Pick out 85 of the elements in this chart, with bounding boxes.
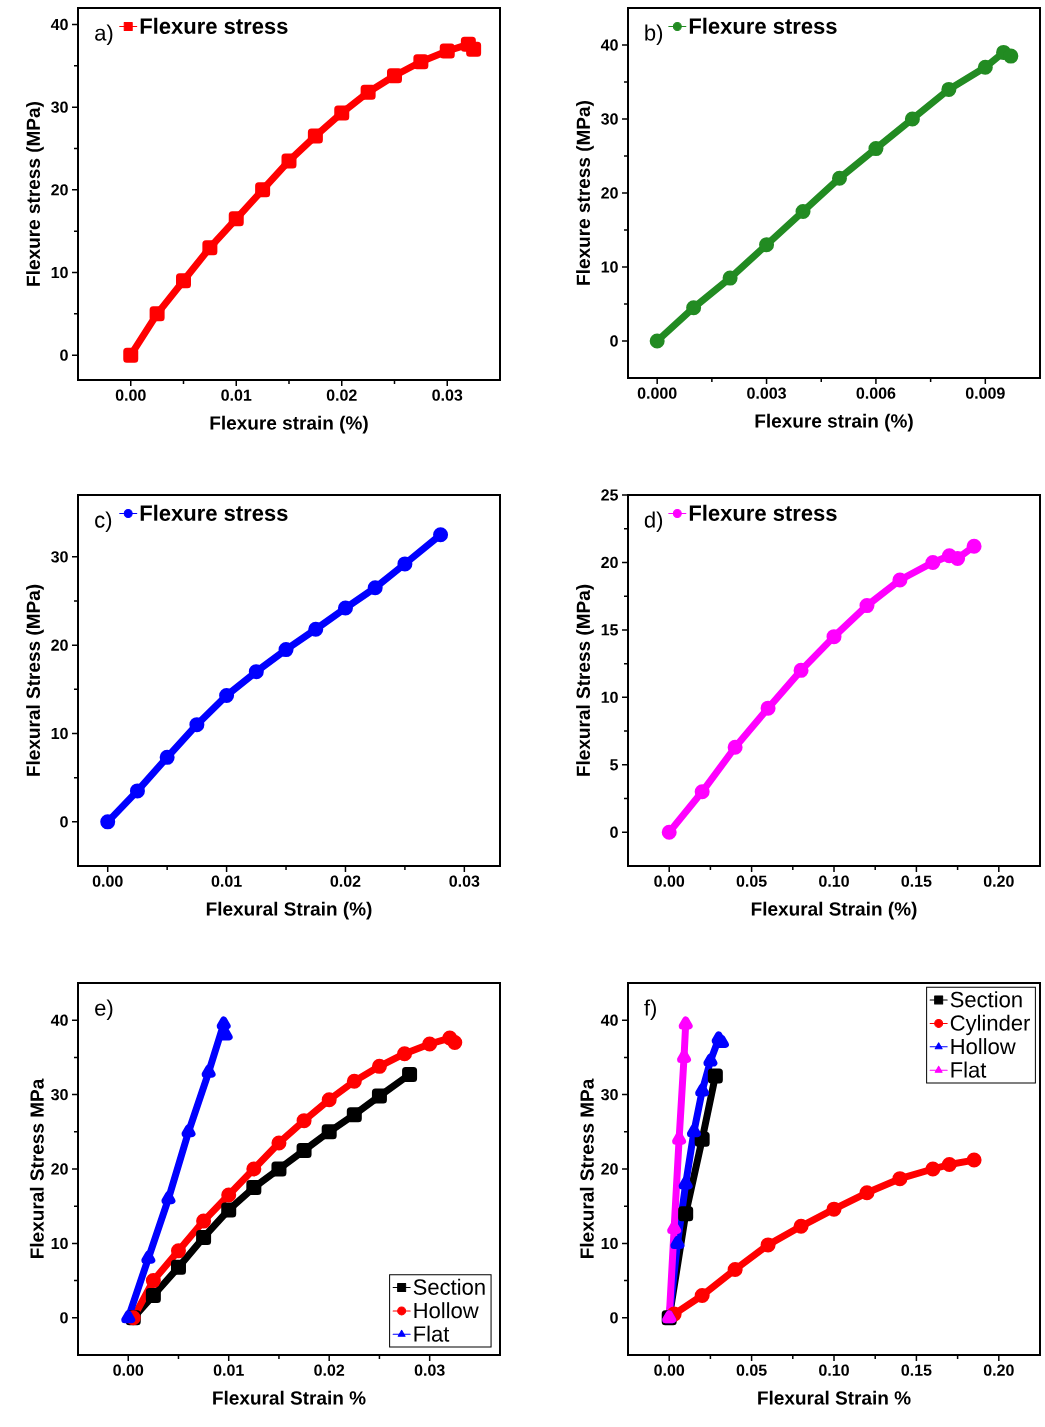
annotation: a) (95, 24, 113, 46)
y-tick-label: 10 (601, 691, 618, 704)
x-tick-label: 0.006 (856, 387, 896, 399)
y-tick-label: 20 (51, 639, 68, 651)
legend-label: Section (413, 1278, 485, 1295)
y-tick-label: 10 (601, 261, 618, 273)
x-tick-label: 0.01 (211, 875, 242, 887)
x-tick-label: 0.00 (654, 875, 685, 887)
y-axis-title: Flexure stress (MPa) (26, 102, 44, 286)
y-tick-label: 20 (51, 1163, 68, 1175)
legend-label: Section (950, 991, 1022, 1008)
x-tick-label: 0.009 (965, 387, 1005, 399)
annotation: f) (644, 999, 656, 1021)
legend-label: Hollow (951, 1038, 1016, 1055)
y-tick-label: 0 (60, 349, 68, 361)
x-tick-label: 0.003 (747, 387, 786, 399)
x-tick-label: 0.10 (819, 875, 849, 887)
annotation: e) (95, 999, 113, 1021)
y-tick-label: 15 (601, 624, 619, 636)
y-tick-label: 0 (610, 335, 618, 347)
x-tick-label: 0.02 (330, 875, 361, 887)
legend-label: Hollow (414, 1302, 479, 1319)
x-tick-label: 0.00 (654, 1364, 685, 1376)
y-axis-title: Flexural Stress MPa (29, 1078, 44, 1259)
annotation: d) (644, 511, 663, 532)
y-tick-label: 10 (51, 266, 68, 279)
legend-label: Flexure stress (140, 17, 288, 34)
y-tick-label: 10 (51, 1237, 68, 1250)
x-axis-title: Flexural Strain (%) (206, 901, 372, 920)
x-tick-label: 0.01 (213, 1364, 244, 1376)
y-tick-label: 40 (600, 1014, 618, 1026)
y-tick-label: 40 (50, 1014, 68, 1026)
y-tick-label: 20 (51, 184, 68, 196)
y-tick-label: 30 (51, 101, 68, 113)
legend-label: Flat (951, 1061, 987, 1078)
y-axis-title: Flexure stress (MPa) (576, 101, 594, 285)
x-tick-label: 0.02 (326, 389, 357, 401)
annotation: b) (645, 24, 663, 45)
x-tick-label: 0.20 (983, 875, 1014, 887)
y-tick-label: 40 (600, 39, 618, 51)
annotation: c) (95, 511, 112, 532)
y-tick-label: 40 (50, 18, 68, 31)
legend-label: Flat (414, 1325, 450, 1342)
y-tick-label: 0 (610, 1312, 618, 1324)
y-tick-label: 0 (60, 816, 68, 828)
y-tick-label: 10 (51, 727, 68, 740)
y-tick-label: 25 (601, 489, 619, 501)
legend-label: Flexure stress (140, 504, 288, 521)
x-tick-label: 0.00 (92, 875, 123, 887)
y-tick-label: 30 (51, 551, 68, 563)
x-axis-title: Flexural Strain % (213, 1390, 366, 1405)
y-tick-label: 20 (601, 187, 618, 199)
x-axis-title: Flexure strain (%) (210, 415, 368, 434)
y-axis-title: Flexural Stress MPa (579, 1078, 594, 1259)
x-axis-title: Flexure strain (%) (755, 413, 913, 432)
y-tick-label: 30 (51, 1088, 68, 1101)
x-tick-label: 0.000 (637, 387, 677, 399)
y-tick-label: 0 (60, 1312, 68, 1324)
legend-label: Flexure stress (689, 504, 837, 521)
x-tick-label: 0.03 (432, 389, 463, 401)
x-tick-label: 0.01 (221, 389, 252, 401)
x-tick-label: 0.02 (314, 1364, 345, 1376)
x-tick-label: 0.15 (901, 1364, 932, 1376)
y-tick-label: 5 (610, 759, 619, 771)
y-axis-title: Flexural Stress (MPa) (576, 584, 594, 776)
x-tick-label: 0.05 (736, 875, 767, 887)
y-tick-label: 0 (610, 826, 618, 838)
x-tick-label: 0.20 (983, 1364, 1014, 1376)
x-tick-label: 0.10 (819, 1364, 849, 1376)
y-tick-label: 20 (601, 556, 618, 569)
x-tick-label: 0.05 (736, 1364, 767, 1376)
x-axis-title: Flexural Strain (%) (751, 901, 917, 920)
y-tick-label: 20 (601, 1163, 618, 1175)
x-tick-label: 0.00 (115, 389, 146, 401)
x-tick-label: 0.03 (449, 875, 480, 887)
legend-label: Flexure stress (689, 17, 837, 34)
y-tick-label: 30 (601, 113, 618, 125)
x-axis-title: Flexural Strain % (758, 1390, 911, 1405)
legend-label: Cylinder (950, 1014, 1031, 1036)
y-tick-label: 30 (601, 1088, 618, 1101)
y-tick-label: 10 (601, 1237, 618, 1250)
x-tick-label: 0.15 (901, 875, 932, 887)
x-tick-label: 0.00 (113, 1364, 144, 1376)
x-tick-label: 0.03 (414, 1364, 445, 1376)
y-axis-title: Flexural Stress (MPa) (26, 584, 44, 776)
